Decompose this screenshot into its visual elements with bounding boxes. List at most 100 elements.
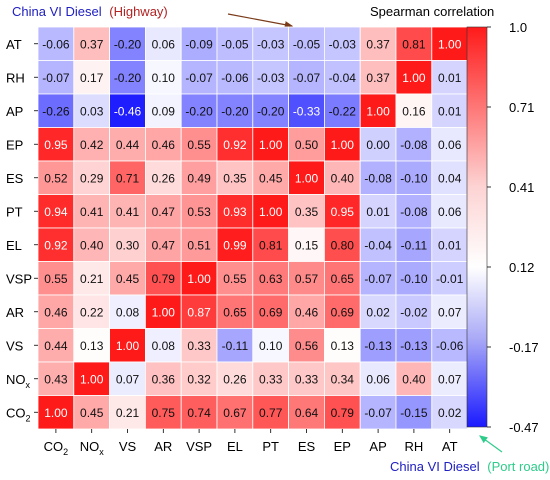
cell-value-label: 0.46 <box>295 305 319 319</box>
y-tick-label: VS <box>6 338 24 353</box>
cell-value-label: 0.43 <box>44 372 68 386</box>
heatmap-cell <box>73 227 111 262</box>
heatmap-cell <box>431 328 468 363</box>
heatmap-cell <box>180 261 218 296</box>
heatmap-cell <box>73 361 111 396</box>
x-tick-label: EL <box>227 439 243 454</box>
cell-value-label: 0.80 <box>331 238 355 252</box>
heatmap-cell <box>180 227 218 262</box>
cell-value-label: 0.69 <box>331 305 355 319</box>
heatmap-cell <box>395 60 433 95</box>
heatmap-cell <box>180 160 218 195</box>
cell-value-label: 0.37 <box>366 37 390 51</box>
cell-value-label: -0.06 <box>42 37 70 51</box>
heatmap-cell <box>252 93 290 128</box>
cell-value-label: 0.50 <box>295 138 319 152</box>
cell-value-label: -0.07 <box>293 71 321 85</box>
heatmap-cell <box>73 395 111 430</box>
cell-value-label: 1.00 <box>187 272 211 286</box>
heatmap-cell <box>144 194 182 229</box>
cell-value-label: 0.56 <box>295 339 319 353</box>
heatmap-cell <box>359 227 397 262</box>
heatmap-cell <box>252 60 290 95</box>
heatmap-cell <box>288 160 325 195</box>
y-tick-label: PT <box>6 204 23 219</box>
heatmap-cell <box>144 93 182 128</box>
heatmap-cell <box>252 127 290 162</box>
heatmap-cell <box>144 361 182 396</box>
heatmap-cell <box>73 328 111 363</box>
heatmap-cell <box>216 227 254 262</box>
heatmap-cell <box>180 60 218 95</box>
cell-value-label: 0.81 <box>402 37 426 51</box>
heatmap-cell <box>431 294 468 329</box>
port-road-title: China VI Diesel (Port road) <box>390 459 549 474</box>
cell-value-label: -0.13 <box>364 339 392 353</box>
cell-value-label: -0.06 <box>221 71 249 85</box>
cell-value-label: 0.44 <box>116 138 140 152</box>
cell-value-label: 0.01 <box>438 238 462 252</box>
cell-value-label: 0.21 <box>80 272 104 286</box>
heatmap-cell <box>73 60 111 95</box>
cell-value-label: 0.77 <box>259 406 283 420</box>
port-road-title-prefix: China VI Diesel <box>390 459 480 474</box>
colorbar-tick-label: 0.71 <box>509 100 534 115</box>
cell-value-label: 0.40 <box>402 372 426 386</box>
cell-value-label: 0.67 <box>223 406 247 420</box>
heatmap-cell <box>323 294 361 329</box>
heatmap-cell <box>431 194 468 229</box>
cell-value-label: 0.01 <box>366 205 390 219</box>
cell-value-label: -0.20 <box>257 104 285 118</box>
cell-value-label: -0.05 <box>293 37 321 51</box>
y-tick-label: ES <box>6 171 24 186</box>
y-tick-label: EP <box>6 137 23 152</box>
cell-value-label: 0.42 <box>80 138 104 152</box>
cell-value-label: 1.00 <box>366 104 390 118</box>
x-tick-label: ES <box>298 439 316 454</box>
cell-value-label: 0.44 <box>44 339 68 353</box>
heatmap-cell <box>109 261 146 296</box>
cell-value-label: -0.03 <box>257 71 285 85</box>
cell-value-label: 0.45 <box>80 406 104 420</box>
heatmap-cell <box>180 93 218 128</box>
x-tick-label: VS <box>119 439 137 454</box>
heatmap-cell <box>288 26 325 61</box>
x-tick-label: AR <box>154 439 172 454</box>
cell-value-label: 0.21 <box>116 406 140 420</box>
heatmap-cell <box>395 227 433 262</box>
heatmap-cell <box>395 395 433 430</box>
cell-value-label: 0.53 <box>187 205 211 219</box>
port-road-arrow <box>479 435 503 453</box>
heatmap-cell <box>395 261 433 296</box>
cell-value-label: 1.00 <box>44 406 68 420</box>
cell-value-label: 0.46 <box>152 138 176 152</box>
cell-value-label: -0.09 <box>185 37 213 51</box>
cell-value-label: -0.04 <box>364 238 392 252</box>
cell-value-label: 0.34 <box>331 372 355 386</box>
heatmap-cell <box>359 60 397 95</box>
cell-value-label: 0.08 <box>116 305 140 319</box>
heatmap-cell <box>216 26 254 61</box>
cell-value-label: 0.74 <box>187 406 211 420</box>
y-tick-label: AT <box>6 37 22 52</box>
heatmap-cell <box>288 361 325 396</box>
cell-value-label: 0.47 <box>152 205 176 219</box>
heatmap-cell <box>109 127 146 162</box>
cell-value-label: 0.65 <box>223 305 247 319</box>
cell-value-label: 0.57 <box>295 272 319 286</box>
cell-value-label: 0.30 <box>116 238 140 252</box>
cell-value-label: 0.49 <box>187 171 211 185</box>
cell-value-label: 0.02 <box>438 406 462 420</box>
cell-value-label: 1.00 <box>402 71 426 85</box>
cell-value-label: 0.99 <box>223 238 247 252</box>
cell-value-label: -0.22 <box>329 104 357 118</box>
heatmap-cell <box>395 294 433 329</box>
x-tick-subscript: 2 <box>63 447 68 457</box>
cell-value-label: 0.35 <box>223 171 247 185</box>
cell-value-label: 0.10 <box>152 71 176 85</box>
cell-value-label: 0.94 <box>44 205 68 219</box>
cell-value-label: -0.07 <box>185 71 213 85</box>
cell-value-label: 0.64 <box>295 406 319 420</box>
heatmap-cell <box>323 60 361 95</box>
cell-value-label: -0.04 <box>329 71 357 85</box>
